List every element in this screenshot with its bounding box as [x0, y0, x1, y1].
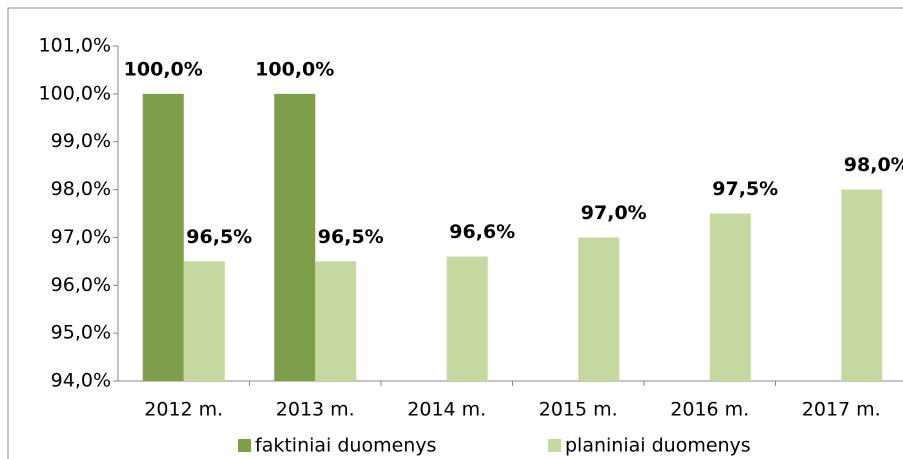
y-tick-label: 101,0% — [39, 35, 111, 57]
bar — [183, 261, 225, 381]
bar — [709, 213, 751, 381]
bar — [578, 237, 620, 381]
legend-label: faktiniai duomenys — [255, 435, 436, 457]
y-tick-label: 96,0% — [51, 274, 111, 296]
y-tick-label: 99,0% — [51, 130, 111, 152]
x-tick-label: 2013 m. — [276, 399, 355, 421]
x-tick-label: 2012 m. — [144, 399, 223, 421]
value-label: 97,0% — [581, 202, 647, 224]
value-label: 98,0% — [844, 154, 903, 176]
value-label: 100,0% — [124, 58, 203, 80]
legend-label: planiniai duomenys — [565, 435, 751, 457]
bar — [841, 189, 883, 381]
y-tick-label: 100,0% — [39, 82, 111, 104]
value-label: 96,6% — [449, 221, 515, 243]
x-tick-label: 2014 m. — [407, 399, 486, 421]
x-tick-label: 2015 m. — [539, 399, 618, 421]
x-tick-label: 2017 m. — [802, 399, 881, 421]
value-label: 96,5% — [186, 226, 252, 248]
bar — [274, 93, 316, 381]
bar — [142, 93, 184, 381]
legend-swatch — [548, 439, 561, 452]
x-tick-label: 2016 m. — [670, 399, 749, 421]
y-tick-label: 95,0% — [51, 322, 111, 344]
y-tick-label: 97,0% — [51, 226, 111, 248]
value-label: 96,5% — [318, 226, 384, 248]
value-label: 97,5% — [712, 178, 778, 200]
bar — [446, 256, 488, 381]
y-tick-label: 94,0% — [51, 370, 111, 392]
y-tick-label: 98,0% — [51, 178, 111, 200]
bar — [315, 261, 357, 381]
chart-border — [7, 7, 903, 459]
legend-swatch — [238, 439, 251, 452]
value-label: 100,0% — [255, 58, 334, 80]
